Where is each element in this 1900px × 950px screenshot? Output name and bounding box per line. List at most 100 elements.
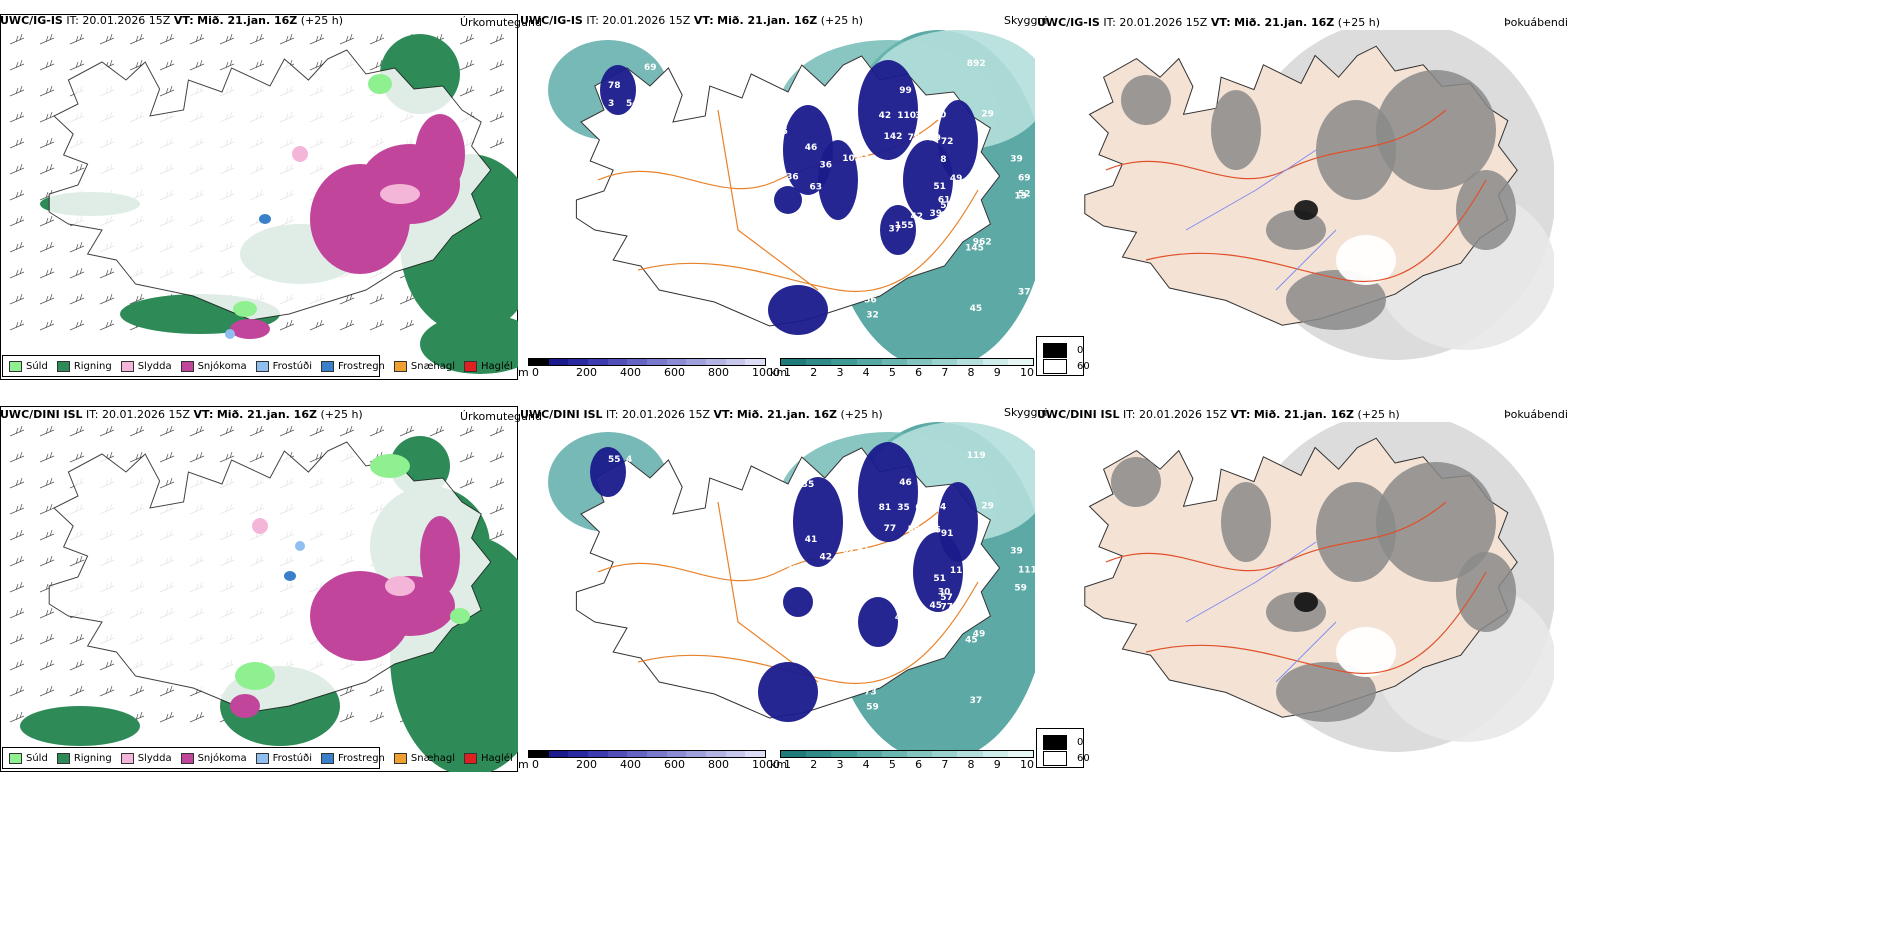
- colorbar-tick: 9: [993, 758, 1001, 771]
- cloudbase-value-label: 33: [883, 663, 896, 673]
- cloud-legend-black-label: 0: [1077, 737, 1084, 748]
- cloudbase-value-label: 46: [805, 143, 818, 153]
- wind-barb: [369, 293, 385, 305]
- cloudbase-value-label: 32: [866, 311, 879, 321]
- colorbar-tick: 4: [862, 758, 870, 771]
- wind-barb: [489, 59, 505, 71]
- precip-map-top: [9, 33, 518, 374]
- vt-value: Mið. 21.jan. 16Z: [1234, 16, 1335, 29]
- colorbar-segment: [666, 359, 687, 365]
- cloud-area: [1121, 75, 1171, 125]
- cloud-area: [1211, 90, 1261, 170]
- colorbar-boxes: [780, 358, 1034, 366]
- wind-barb: [69, 451, 85, 463]
- top-mid-header: UWC/IG-IS IT: 20.01.2026 15Z VT: Mið. 21…: [520, 14, 863, 27]
- wind-barb: [9, 425, 25, 437]
- it-label: IT:: [606, 408, 619, 421]
- colorbar-segment: [568, 359, 589, 365]
- colorbar-segment: [982, 751, 1008, 757]
- wind-barb: [489, 451, 505, 463]
- cloud-legend-white-label: 60: [1077, 361, 1090, 372]
- wind-barb: [39, 293, 55, 305]
- colorbar-tick: 200: [576, 758, 597, 771]
- wind-barb: [39, 267, 55, 279]
- colorbar-tick: 5: [888, 758, 896, 771]
- legend-label: Súld: [26, 752, 48, 764]
- cloud-area: [1266, 210, 1326, 250]
- legend-label: Snæhagl: [410, 360, 456, 372]
- cloudbase-value-label: 49: [973, 629, 986, 639]
- legend-swatch: [180, 752, 194, 764]
- wind-barb: [99, 33, 115, 45]
- river-network: [1185, 541, 1337, 683]
- legend-swatch: [321, 752, 334, 764]
- legend-swatch: [180, 360, 194, 372]
- low-cloudbase-area: [903, 140, 953, 220]
- cloudcover-map-top: [1084, 30, 1554, 360]
- wind-barb: [219, 59, 235, 71]
- cloudbase-value-label: 288: [776, 640, 795, 650]
- wind-barb: [9, 189, 25, 201]
- cloudbase-value-label: 30: [934, 111, 947, 121]
- cloudbase-value-label: 37: [716, 187, 729, 197]
- cloudbase-value-label: 56: [864, 296, 877, 306]
- top-precip-panel: Súld Rigning Slydda Snjókoma Frostúði Frostre…: [0, 14, 518, 380]
- wind-barb: [159, 451, 175, 463]
- cloudbase-value-label: 612: [941, 210, 960, 220]
- colorbar-segment: [1007, 751, 1034, 757]
- wind-barb: [9, 711, 25, 723]
- sleet-area: [380, 184, 420, 204]
- legend-label: Rigning: [73, 752, 112, 764]
- colorbar-segment: [686, 359, 707, 365]
- legend-item: Frostúði: [255, 752, 312, 764]
- cloudbase-value-label: 77: [941, 602, 954, 612]
- cloudbase-value-label: 962: [973, 237, 992, 247]
- colorbar-segment: [529, 359, 549, 365]
- cloudcover-map-bottom: [1084, 422, 1554, 752]
- legend-item: Slydda: [120, 752, 172, 764]
- colorbar-tick: 9: [993, 366, 1001, 379]
- cloudbase-value-label: 48: [919, 246, 932, 256]
- cloudbase-value-label: 69: [644, 63, 657, 73]
- colorbar-segment: [806, 359, 832, 365]
- wind-barb: [39, 59, 55, 71]
- lead-time: (+25 h): [840, 408, 883, 421]
- colorbar-segment: [607, 359, 628, 365]
- drizzle-area: [370, 454, 410, 478]
- colorbar-tick: 4: [862, 366, 870, 379]
- wind-barb: [69, 555, 85, 567]
- colorbar-m-bottom: m 0 200 400 600 800 1000: [518, 750, 780, 771]
- cloudbase-value-label: 62: [842, 546, 855, 556]
- wind-barb: [9, 267, 25, 279]
- wind-barb: [309, 425, 325, 437]
- wind-barb: [369, 33, 385, 45]
- wind-barb: [369, 319, 385, 331]
- legend-swatch: [255, 360, 269, 372]
- cloudbase-value-label: 33: [786, 565, 799, 575]
- wind-barb: [99, 685, 115, 697]
- wind-barb: [369, 425, 385, 437]
- wind-barb: [489, 137, 505, 149]
- cloudbase-value-label: 49: [950, 174, 963, 184]
- wind-barb: [9, 529, 25, 541]
- colorbar-tick: 6: [915, 366, 923, 379]
- cloudbase-value-label: 99: [784, 643, 797, 653]
- wind-barb: [219, 425, 235, 437]
- bottom-cloudbase-panel: 56 41 57 40 30 29 33 33 39 42 41 37 35 34 59 81 45 46 54 55…: [518, 422, 1035, 752]
- cloudbase-value-label: 72: [941, 137, 954, 147]
- cloudbase-value-label: 35: [897, 503, 910, 513]
- legend-label: Slydda: [137, 752, 172, 764]
- colorbar-segment: [932, 751, 958, 757]
- vt-value: Mið. 21.jan. 16Z: [216, 408, 317, 421]
- legend-label: Snjókoma: [197, 360, 247, 372]
- wind-barb: [189, 33, 205, 45]
- cloudbase-value-label: 892: [967, 59, 986, 69]
- clear-area: [1336, 627, 1396, 677]
- wind-barb: [9, 293, 25, 305]
- low-cloudbase-area: [858, 597, 898, 647]
- colorbar-tick: 2: [810, 366, 818, 379]
- top-left-header: UWC/IG-IS IT: 20.01.2026 15Z VT: Mið. 21…: [0, 14, 343, 27]
- wind-barb: [129, 33, 145, 45]
- it-label: IT:: [1103, 16, 1116, 29]
- colorbar-tick: 7: [941, 366, 949, 379]
